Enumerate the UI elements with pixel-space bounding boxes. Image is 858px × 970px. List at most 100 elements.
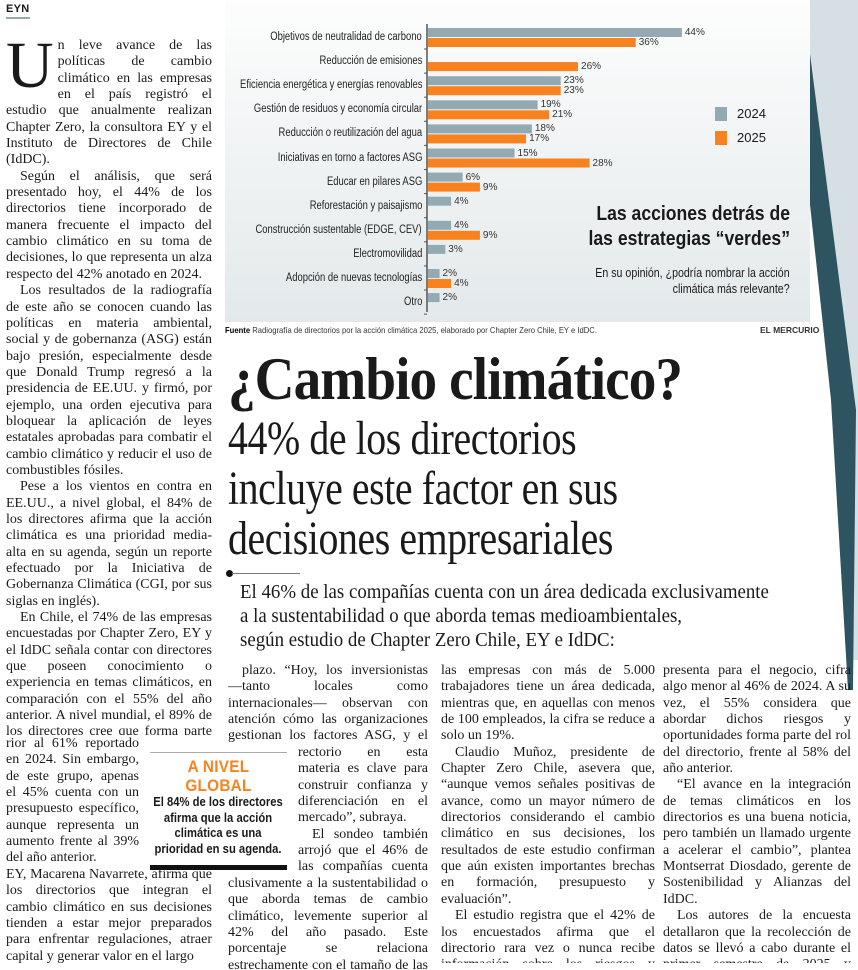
- bar-2024: [428, 28, 682, 37]
- article-paragraph: Los autores de la encuesta detallaron qu…: [663, 908, 851, 963]
- article-paragraph: presenta para el negocio, cifra algo men…: [663, 663, 851, 777]
- category-label: Reducción o reutilización del agua: [278, 127, 422, 140]
- value-label-2025: 36%: [638, 37, 659, 48]
- chart-title: Las acciones detrás de las estrategias “…: [588, 202, 790, 252]
- value-label-2024: 4%: [454, 219, 469, 231]
- article-paragraph: las empresas con más de 5.000 trabajador…: [441, 663, 655, 744]
- bar-2025: [428, 230, 480, 240]
- bar-2024: [428, 124, 532, 134]
- bar-2025: [428, 38, 636, 47]
- article-column-1-wrap: rior al 61% reportado en 2024. Sin embar…: [6, 736, 139, 867]
- article-paragraph: plazo. “Hoy, los inversionistas —tanto l…: [228, 663, 428, 745]
- callout-kicker: A NIVEL GLOBAL: [185, 757, 252, 795]
- value-label-2024: 23%: [563, 75, 584, 87]
- bar-2025: [428, 279, 452, 288]
- bar-2025: [428, 110, 550, 120]
- bar-2024: [428, 293, 440, 303]
- article-paragraph: El sondeo también arrojó que el 46% de l…: [298, 826, 428, 876]
- chart-title-line: las estrategias “verdes”: [588, 228, 790, 250]
- bar-2024: [428, 172, 463, 182]
- chart-subtitle-line: En su opinión, ¿podría nombrar la acción: [595, 266, 790, 280]
- subheadline-line: 44% de los directorios: [228, 412, 577, 465]
- callout-box: A NIVEL GLOBAL El 84% de los directores …: [150, 752, 287, 870]
- value-label-2024: 18%: [534, 123, 555, 135]
- value-label-2024: 2%: [442, 268, 457, 279]
- category-label: Reducción de emisiones: [319, 55, 422, 68]
- chart-subtitle-line: climática más relevante?: [673, 282, 790, 296]
- article-paragraph: “El avance en la integración de temas cl…: [663, 777, 851, 907]
- bar-2025: [428, 62, 579, 72]
- drop-cap: U: [6, 38, 54, 102]
- category-label: Educar en pilares ASG: [326, 175, 422, 188]
- bar-2025: [428, 134, 527, 144]
- article-column-1-top: U n leve avance de las políticas de camb…: [6, 38, 212, 735]
- legend-item-2024: 2024: [715, 106, 766, 121]
- legend-label: 2025: [737, 130, 766, 145]
- callout-text: El 84% de los directores afirma que la a…: [153, 795, 283, 856]
- headline: ¿Cambio climático?: [228, 346, 683, 412]
- value-label-2025: 9%: [482, 229, 498, 241]
- value-label-2025: 26%: [581, 61, 602, 73]
- bar-2024: [428, 269, 440, 278]
- article-column-2-bottom: clusivamente a la sustentabilidad o que …: [228, 876, 428, 970]
- article-column-3: las empresas con más de 5.000 trabajador…: [441, 663, 655, 963]
- value-label-2025: 4%: [454, 278, 469, 289]
- legend-label: 2024: [737, 106, 766, 121]
- category-label: Reforestación y paisajismo: [309, 199, 422, 212]
- bar-2024: [428, 148, 515, 158]
- bullet-dot: [226, 570, 233, 577]
- article-paragraph: En Chile, el 74% de las empresas encuest…: [6, 610, 212, 735]
- article-column-1-bottom: EY, Macarena Navarrete, afirma que los d…: [6, 867, 212, 967]
- subheadline-line: decisiones empresariales: [228, 512, 613, 565]
- bar-2024: [428, 220, 452, 230]
- deck-line: El 46% de las compañías cuenta con un ár…: [240, 581, 769, 603]
- value-label-2025: 21%: [552, 109, 573, 121]
- deck-line: a la sustentabilidad o que aborda temas …: [240, 605, 683, 627]
- legend-swatch-2025: [715, 130, 727, 145]
- category-label: Iniciativas en torno a factores ASG: [277, 151, 422, 164]
- value-label-2024: 4%: [454, 195, 469, 207]
- bar-2024: [428, 100, 538, 110]
- callout-top-rule: [150, 752, 287, 753]
- chart-source: Fuente Radiografía de directorios por la…: [225, 325, 597, 335]
- bar-2024: [428, 244, 446, 254]
- deck-line: según estudio de Chapter Zero Chile, EY …: [240, 629, 615, 651]
- source-label: Fuente: [225, 325, 251, 335]
- deck: El 46% de las compañías cuenta con un ár…: [240, 580, 769, 652]
- value-label-2025: 17%: [529, 133, 550, 145]
- category-label: Objetivos de neutralidad de carbono: [270, 31, 422, 43]
- article-paragraph: Claudio Muñoz, presidente de Chapter Zer…: [441, 744, 655, 907]
- legend-item-2025: 2025: [715, 130, 766, 145]
- article-paragraph: n leve avance de las políticas de cambio…: [6, 38, 212, 168]
- article-column-2-top: plazo. “Hoy, los inversionistas —tanto l…: [228, 663, 428, 745]
- chart-canvas: [424, 24, 682, 315]
- category-label: Eficiencia energética y energías renovab…: [239, 79, 422, 92]
- article-paragraph: rectorio en esta materia es clave para c…: [298, 745, 428, 826]
- bullet-rule: [232, 573, 300, 574]
- bar-2025: [428, 158, 590, 168]
- article-paragraph: EY, Macarena Navarrete, afirma que los d…: [6, 867, 212, 964]
- value-label-2025: 28%: [592, 157, 613, 169]
- section-label: EYN: [6, 3, 30, 15]
- value-label-2024: 19%: [540, 99, 561, 111]
- value-label-2024: 6%: [465, 171, 481, 183]
- article-paragraph: Según el análisis, que será presentado h…: [6, 168, 212, 282]
- value-label-2024: 2%: [442, 292, 457, 304]
- article-paragraph: El estudio registra que el 42% de los en…: [441, 908, 655, 963]
- chart-subtitle: En su opinión, ¿podría nombrar la acción…: [596, 265, 790, 297]
- subheadline-line: incluye este factor en sus: [228, 462, 618, 515]
- bar-2025: [428, 86, 561, 96]
- article-paragraph: Pese a los vientos en contra en EE.UU., …: [6, 479, 212, 609]
- callout-bottom-rule: [150, 865, 287, 870]
- chart-credit: EL MERCURIO: [760, 325, 820, 335]
- value-label-2025: 23%: [563, 85, 584, 97]
- chart-title-line: Las acciones detrás de: [596, 203, 790, 225]
- legend-swatch-2024: [715, 106, 727, 121]
- bar-2024: [428, 76, 561, 86]
- value-label-2024: 44%: [684, 27, 705, 38]
- category-label: Otro: [403, 296, 422, 309]
- bar-2024: [428, 196, 452, 206]
- article-column-4: presenta para el negocio, cifra algo men…: [663, 663, 851, 963]
- value-label-2025: 9%: [482, 181, 498, 193]
